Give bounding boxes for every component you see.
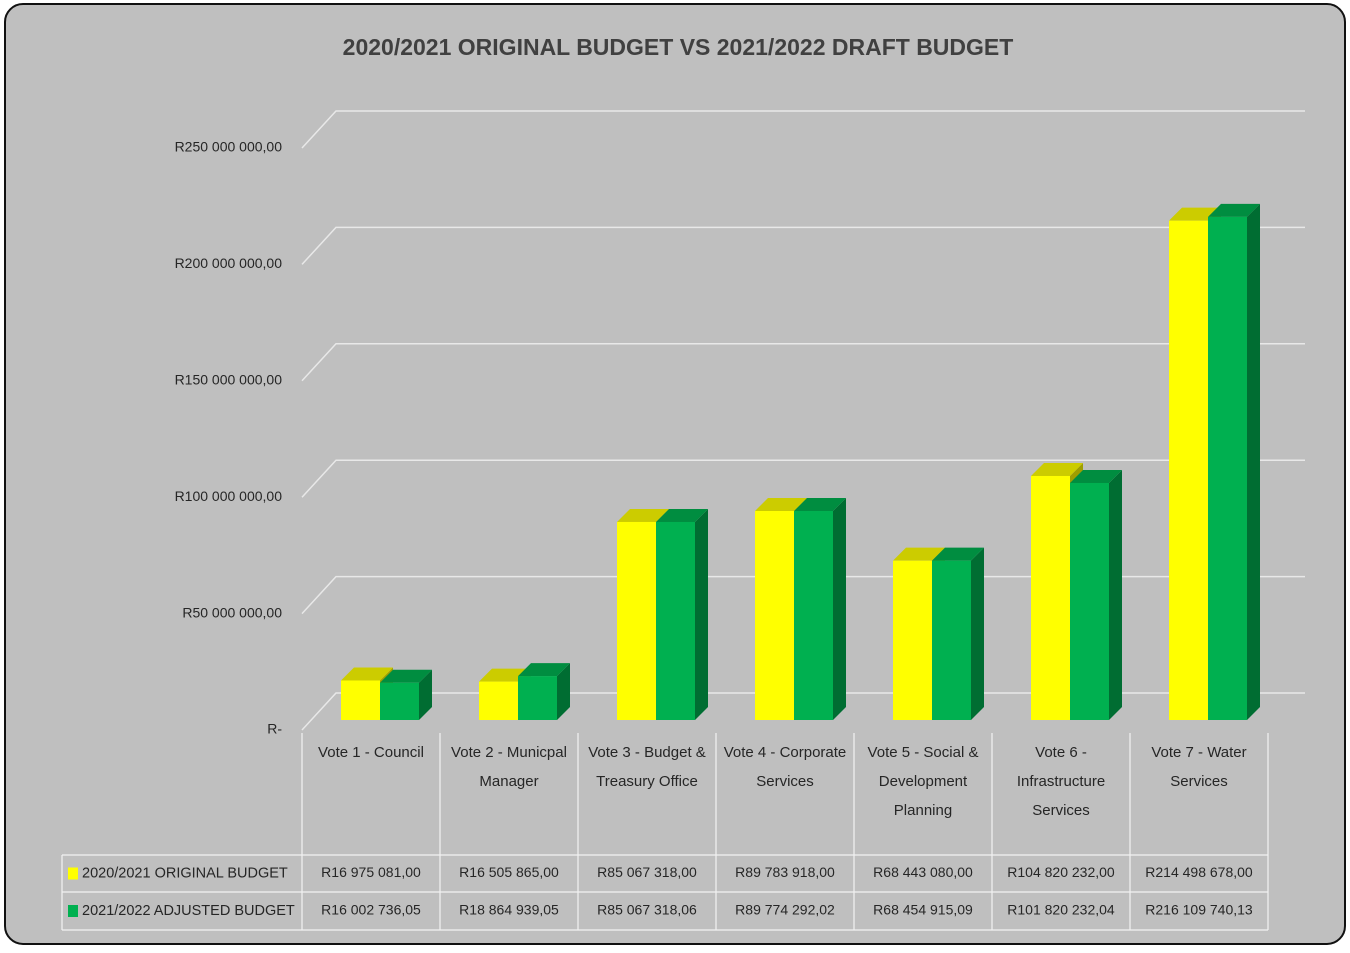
x-category-box: Vote 5 - Social & Development Planning bbox=[867, 744, 979, 819]
bar-front bbox=[932, 560, 971, 720]
x-category-box: Vote 6 - Infrastructure Services bbox=[1016, 744, 1106, 819]
bar-top bbox=[893, 547, 945, 561]
x-category-box: Vote 7 - Water Services bbox=[1151, 744, 1247, 790]
x-category-box: Vote 3 - Budget & Treasury Office bbox=[588, 744, 706, 790]
data-table-value: R16 002 736,05 bbox=[321, 902, 421, 918]
grid-line bbox=[301, 226, 1305, 265]
bar-side bbox=[695, 508, 708, 720]
bar bbox=[794, 498, 846, 720]
bar-top bbox=[755, 497, 807, 511]
bar-side bbox=[971, 547, 984, 720]
bar-front bbox=[1169, 220, 1208, 720]
y-tick-label: R250 000 000,00 bbox=[175, 139, 283, 155]
bar-top bbox=[656, 508, 708, 522]
bar bbox=[380, 669, 432, 720]
legend-key bbox=[68, 867, 78, 880]
bar bbox=[1208, 203, 1260, 720]
bar-top bbox=[380, 669, 432, 683]
bar-top bbox=[341, 667, 393, 681]
data-table-value: R214 498 678,00 bbox=[1145, 864, 1253, 880]
bar-side bbox=[1109, 469, 1122, 720]
bar-side bbox=[1247, 203, 1260, 720]
bar-front bbox=[794, 511, 833, 720]
bar-top bbox=[518, 663, 570, 677]
bar bbox=[932, 547, 984, 720]
bar-front bbox=[755, 510, 794, 720]
x-tick-label: Vote 2 - Municpal Manager bbox=[451, 744, 567, 790]
bar-top bbox=[932, 547, 984, 561]
bar-front bbox=[380, 682, 419, 720]
data-table-value: R68 454 915,09 bbox=[873, 902, 973, 918]
bar-front bbox=[518, 676, 557, 720]
bar-side bbox=[557, 663, 570, 720]
bar-top bbox=[617, 508, 669, 522]
bar bbox=[1070, 469, 1122, 720]
data-table-value: R85 067 318,00 bbox=[597, 864, 697, 880]
grid-line bbox=[301, 110, 1305, 149]
legend-label: 2020/2021 ORIGINAL BUDGET bbox=[82, 865, 288, 881]
data-table-value: R18 864 939,05 bbox=[459, 902, 559, 918]
bar bbox=[656, 508, 708, 720]
data-table-value: R216 109 740,13 bbox=[1145, 902, 1253, 918]
y-tick-label: R100 000 000,00 bbox=[175, 488, 283, 504]
legend-label: 2021/2022 ADJUSTED BUDGET bbox=[82, 903, 295, 919]
bar-front bbox=[341, 680, 380, 720]
data-table-value: R16 505 865,00 bbox=[459, 864, 559, 880]
data-table-value: R89 783 918,00 bbox=[735, 864, 835, 880]
bar-side bbox=[833, 498, 846, 720]
grid-line bbox=[301, 459, 1305, 498]
bar-front bbox=[656, 521, 695, 720]
bar-side bbox=[419, 669, 432, 720]
chart-frame bbox=[4, 3, 1346, 945]
x-tick-label: Vote 3 - Budget & Treasury Office bbox=[588, 744, 706, 790]
x-tick-label: Vote 6 - Infrastructure Services bbox=[1016, 744, 1106, 819]
bar-front bbox=[893, 560, 932, 720]
y-tick-label: R150 000 000,00 bbox=[175, 372, 283, 388]
bar-top bbox=[794, 498, 846, 512]
x-tick-label: Vote 7 - Water Services bbox=[1151, 744, 1247, 790]
bar bbox=[518, 663, 570, 720]
y-tick-label: R- bbox=[267, 721, 282, 737]
bar-front bbox=[1070, 482, 1109, 720]
data-table-value: R89 774 292,02 bbox=[735, 902, 835, 918]
data-table-value: R16 975 081,00 bbox=[321, 864, 421, 880]
data-table-value: R68 443 080,00 bbox=[873, 864, 973, 880]
bar-top bbox=[1070, 469, 1122, 483]
data-table-value: R85 067 318,06 bbox=[597, 902, 697, 918]
bar-top bbox=[1031, 462, 1083, 476]
grid-line bbox=[301, 343, 1305, 382]
bar-front bbox=[479, 681, 518, 720]
x-tick-label: Vote 5 - Social & Development Planning bbox=[867, 744, 979, 819]
y-tick-label: R200 000 000,00 bbox=[175, 255, 283, 271]
x-tick-label: Vote 4 - Corporate Services bbox=[723, 744, 847, 790]
data-table-value: R104 820 232,00 bbox=[1007, 864, 1115, 880]
x-category-box: Vote 4 - Corporate Services bbox=[723, 744, 847, 790]
bar-front bbox=[1208, 216, 1247, 720]
x-category-box: Vote 2 - Municpal Manager bbox=[451, 744, 567, 790]
bar-front bbox=[617, 521, 656, 720]
y-tick-label: R50 000 000,00 bbox=[182, 604, 282, 620]
chart-title: 2020/2021 ORIGINAL BUDGET VS 2021/2022 D… bbox=[343, 34, 1014, 60]
data-table-value: R101 820 232,04 bbox=[1007, 902, 1115, 918]
x-category-box: Vote 1 - Council bbox=[318, 744, 424, 761]
bar-top bbox=[1208, 203, 1260, 217]
legend-key bbox=[68, 905, 78, 917]
bar-front bbox=[1031, 475, 1070, 720]
x-tick-label: Vote 1 - Council bbox=[318, 744, 424, 761]
